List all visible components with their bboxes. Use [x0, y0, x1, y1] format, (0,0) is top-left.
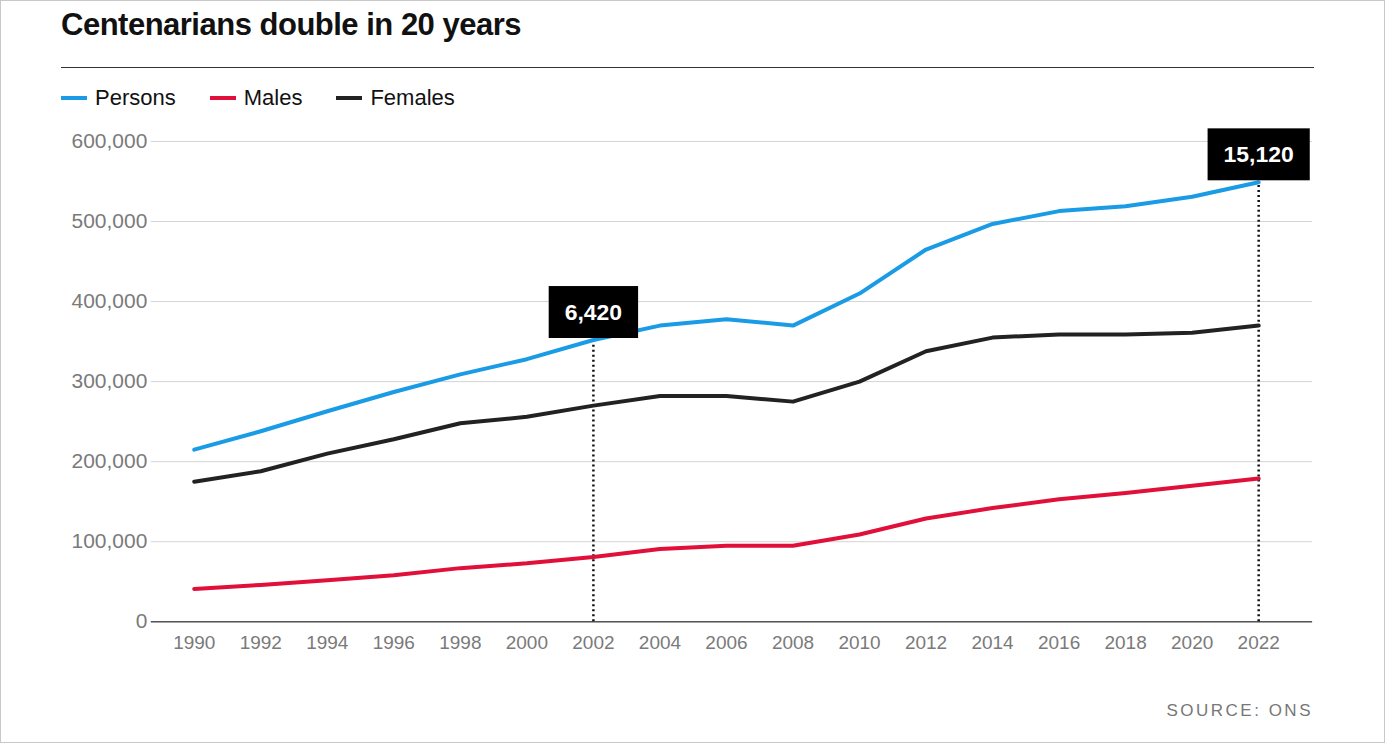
svg-text:1998: 1998 [439, 632, 481, 653]
html-text:Centenarians double in 20 year: Centenarians double in 20 years [61, 7, 521, 42]
svg-text:2008: 2008 [772, 632, 814, 653]
svg-text:2002: 2002 [572, 632, 614, 653]
svg-text:1990: 1990 [173, 632, 215, 653]
svg-text:1996: 1996 [373, 632, 415, 653]
svg-text:400,000: 400,000 [72, 289, 148, 312]
svg-text:2014: 2014 [971, 632, 1013, 653]
svg-text:600,000: 600,000 [72, 129, 148, 152]
html-text:Males: Males [243, 85, 303, 110]
svg-text:0: 0 [136, 609, 148, 632]
svg-text:2018: 2018 [1105, 632, 1147, 653]
svg-text:2016: 2016 [1038, 632, 1080, 653]
svg-text:1992: 1992 [240, 632, 282, 653]
svg-text:2020: 2020 [1171, 632, 1213, 653]
svg-text:2006: 2006 [705, 632, 747, 653]
html-text:Persons: Persons [95, 85, 176, 110]
svg-text:100,000: 100,000 [72, 529, 148, 552]
svg-text:6,420: 6,420 [565, 299, 622, 325]
svg-text:2022: 2022 [1238, 632, 1280, 653]
html-text:SOURCE: ONS: SOURCE: ONS [1166, 701, 1313, 720]
svg-text:15,120: 15,120 [1224, 141, 1294, 167]
svg-text:200,000: 200,000 [72, 449, 148, 472]
svg-text:2000: 2000 [506, 632, 548, 653]
svg-text:2004: 2004 [639, 632, 681, 653]
svg-text:2012: 2012 [905, 632, 947, 653]
svg-text:1994: 1994 [306, 632, 348, 653]
svg-text:300,000: 300,000 [72, 369, 148, 392]
svg-text:2010: 2010 [838, 632, 880, 653]
html-text:Females: Females [370, 85, 455, 110]
svg-text:500,000: 500,000 [72, 209, 148, 232]
